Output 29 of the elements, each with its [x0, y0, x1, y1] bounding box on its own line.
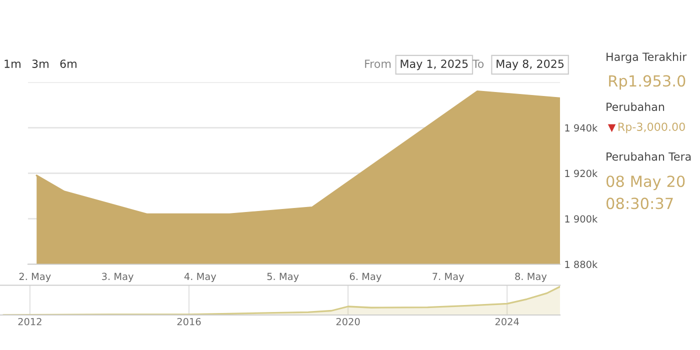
y-tick-label: 1 880k: [565, 260, 598, 268]
x-tick-label: 2. May: [19, 272, 51, 282]
text: Perubahan Tera: [606, 152, 691, 161]
x-tick-label: 2012: [18, 318, 42, 326]
text: 1m: [4, 60, 20, 68]
x-tick-label: 4. May: [184, 272, 216, 282]
x-tick-label: 6. May: [350, 272, 382, 282]
y-tick-label: 1 920k: [565, 170, 598, 178]
text: 6m: [60, 60, 76, 68]
text: To: [472, 60, 484, 68]
x-tick-label: 3. May: [102, 272, 134, 282]
text: Rp-3,000.00: [618, 122, 685, 134]
x-tick-label: 8. May: [515, 272, 547, 282]
y-tick-label: 1 900k: [565, 215, 598, 223]
text: Rp1.953.0: [609, 75, 686, 90]
x-tick-label: 2024: [495, 318, 519, 326]
x-tick-label: 2016: [177, 318, 201, 326]
y-tick-label: 1 940k: [565, 124, 598, 132]
x-tick-label: 5. May: [267, 272, 299, 282]
x-tick-label: 7. May: [432, 272, 464, 282]
text: Harga Terakhir: [606, 52, 687, 64]
text: From: [365, 60, 391, 68]
text: 08:30:37: [606, 198, 673, 210]
text: 08 May 20: [606, 176, 685, 190]
text: 3m: [32, 60, 48, 68]
text: May 1, 2025: [400, 60, 468, 70]
text: May 8, 2025: [496, 60, 564, 70]
x-tick-label: 2020: [336, 318, 360, 326]
text: Perubahan: [606, 102, 664, 112]
